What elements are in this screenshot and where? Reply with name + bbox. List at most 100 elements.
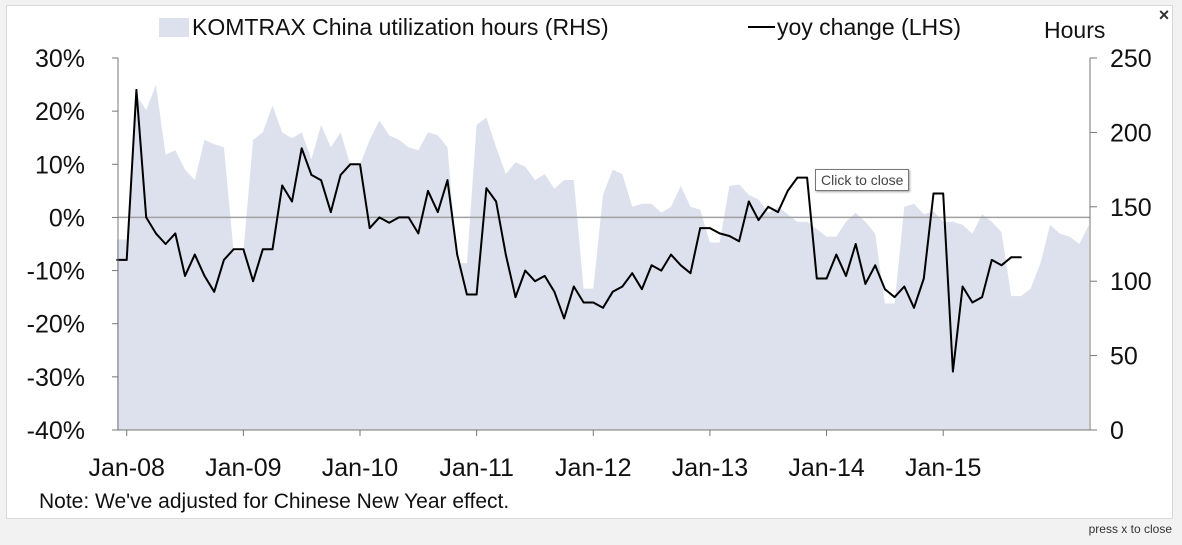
yoy-point	[903, 285, 906, 288]
yoy-point	[631, 272, 634, 275]
yoy-point	[184, 275, 186, 277]
area-series	[117, 84, 1089, 431]
yoy-point	[281, 184, 284, 187]
right-tick-label: 0	[1110, 417, 1124, 445]
yoy-point	[835, 253, 838, 256]
x-tick-label: Jan-12	[555, 454, 631, 482]
x-tick-label: Jan-10	[322, 454, 398, 482]
right-axis-title: Hours	[1044, 17, 1105, 43]
yoy-point	[534, 280, 536, 283]
yoy-point	[689, 272, 692, 275]
yoy-point	[767, 205, 770, 208]
yoy-point	[922, 277, 925, 280]
yoy-point	[329, 211, 332, 214]
right-tick-label: 250	[1110, 45, 1152, 73]
legend-line-label: yoy change (LHS)	[777, 14, 961, 40]
close-icon[interactable]: ×	[1158, 5, 1170, 25]
yoy-point	[961, 285, 964, 288]
yoy-point	[252, 280, 255, 283]
yoy-point	[417, 232, 420, 235]
yoy-point	[291, 200, 293, 203]
yoy-point	[388, 221, 391, 224]
yoy-point	[339, 174, 342, 176]
yoy-point	[572, 285, 575, 288]
left-tick-label: 0%	[49, 204, 85, 232]
yoy-point	[854, 243, 857, 245]
yoy-point	[952, 370, 954, 373]
yoy-point	[1020, 256, 1022, 259]
yoy-point	[747, 200, 750, 203]
yoy-point	[942, 192, 945, 195]
x-tick-label: Jan-13	[672, 454, 748, 482]
yoy-point	[164, 243, 167, 245]
yoy-point	[524, 269, 527, 272]
left-tick-label: -40%	[27, 417, 85, 445]
yoy-point	[757, 219, 760, 222]
yoy-point	[621, 285, 624, 288]
right-axis-ticks: 250 200 150 100 50 0	[1090, 45, 1152, 445]
yoy-point	[261, 248, 264, 251]
left-tick-label: 30%	[35, 45, 85, 73]
yoy-point	[913, 306, 915, 309]
left-tick-label: -20%	[27, 311, 85, 339]
yoy-point	[466, 293, 468, 296]
yoy-point	[407, 216, 410, 219]
left-tick-label: 20%	[35, 98, 85, 126]
yoy-point	[660, 269, 663, 272]
tooltip: Click to close	[815, 169, 910, 191]
right-tick-label: 50	[1110, 343, 1138, 371]
yoy-point	[359, 163, 361, 166]
yoy-point	[135, 89, 138, 91]
axes	[117, 58, 1091, 431]
yoy-point	[1000, 264, 1003, 267]
yoy-point	[349, 163, 352, 166]
yoy-point	[174, 232, 177, 235]
yoy-point	[582, 301, 585, 304]
yoy-point	[368, 227, 371, 230]
yoy-point	[806, 176, 808, 179]
x-tick-label: Jan-11	[439, 454, 514, 482]
right-tick-label: 200	[1110, 119, 1152, 147]
yoy-point	[981, 296, 983, 298]
yoy-point	[825, 277, 828, 280]
left-axis-ticks: 30% 20% 10% 0% -10% -20% -30% -40%	[27, 45, 118, 445]
x-tick-label: Jan-09	[205, 454, 281, 482]
yoy-point	[709, 227, 711, 230]
yoy-point	[815, 277, 818, 280]
yoy-point	[650, 264, 653, 267]
line-series	[116, 88, 1022, 373]
yoy-point	[125, 259, 128, 261]
yoy-point	[145, 216, 148, 219]
yoy-point	[563, 317, 565, 320]
yoy-point	[504, 253, 507, 256]
utilization-hours-area	[117, 84, 1089, 431]
chart-panel: KOMTRAX China utilization hours (RHS) yo…	[6, 5, 1173, 519]
yoy-point	[990, 259, 993, 261]
yoy-point	[427, 190, 429, 192]
yoy-point	[300, 147, 303, 150]
yoy-point	[485, 187, 488, 190]
footer-hint: press x to close	[1088, 522, 1172, 536]
yoy-point	[213, 290, 216, 293]
x-axis-ticks: Jan-08 Jan-09 Jan-10 Jan-11 Jan-12 Jan-13 Jan-…	[88, 430, 981, 482]
yoy-point	[242, 248, 245, 251]
yoy-point	[932, 192, 935, 195]
yoy-point	[602, 306, 604, 309]
yoy-point	[786, 190, 789, 192]
chart: KOMTRAX China utilization hours (RHS) yo…	[27, 14, 1152, 513]
yoy-point	[641, 288, 643, 291]
yoy-point	[884, 288, 886, 291]
yoy-point	[699, 227, 702, 230]
yoy-point	[893, 296, 896, 298]
yoy-point	[796, 176, 799, 179]
yoy-point	[193, 253, 196, 256]
left-tick-label: -30%	[27, 364, 85, 392]
legend-area-swatch	[159, 18, 189, 37]
yoy-point	[971, 301, 974, 304]
yoy-point	[874, 264, 877, 267]
yoy-point	[845, 275, 847, 277]
x-tick-label: Jan-14	[788, 454, 865, 482]
left-tick-label: 10%	[35, 151, 85, 179]
yoy-point	[398, 216, 400, 219]
